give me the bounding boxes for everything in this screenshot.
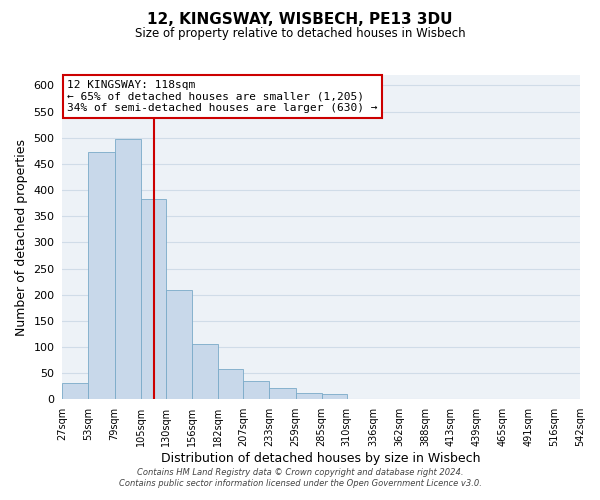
Bar [269,388,296,400]
Text: 12, KINGSWAY, WISBECH, PE13 3DU: 12, KINGSWAY, WISBECH, PE13 3DU [147,12,453,28]
X-axis label: Distribution of detached houses by size in Wisbech: Distribution of detached houses by size … [161,452,481,465]
Y-axis label: Number of detached properties: Number of detached properties [15,138,28,336]
Bar [88,152,115,400]
Bar [192,344,218,400]
Bar [166,290,192,400]
Text: Size of property relative to detached houses in Wisbech: Size of property relative to detached ho… [134,28,466,40]
Bar [347,399,373,400]
Text: 12 KINGSWAY: 118sqm
← 65% of detached houses are smaller (1,205)
34% of semi-det: 12 KINGSWAY: 118sqm ← 65% of detached ho… [67,80,378,113]
Bar [243,380,269,400]
Bar [554,399,580,400]
Bar [115,140,141,400]
Bar [141,199,166,400]
Bar [322,394,347,400]
Bar [529,399,554,400]
Bar [218,369,243,400]
Bar [296,392,322,400]
Text: Contains HM Land Registry data © Crown copyright and database right 2024.
Contai: Contains HM Land Registry data © Crown c… [119,468,481,487]
Bar [62,382,88,400]
